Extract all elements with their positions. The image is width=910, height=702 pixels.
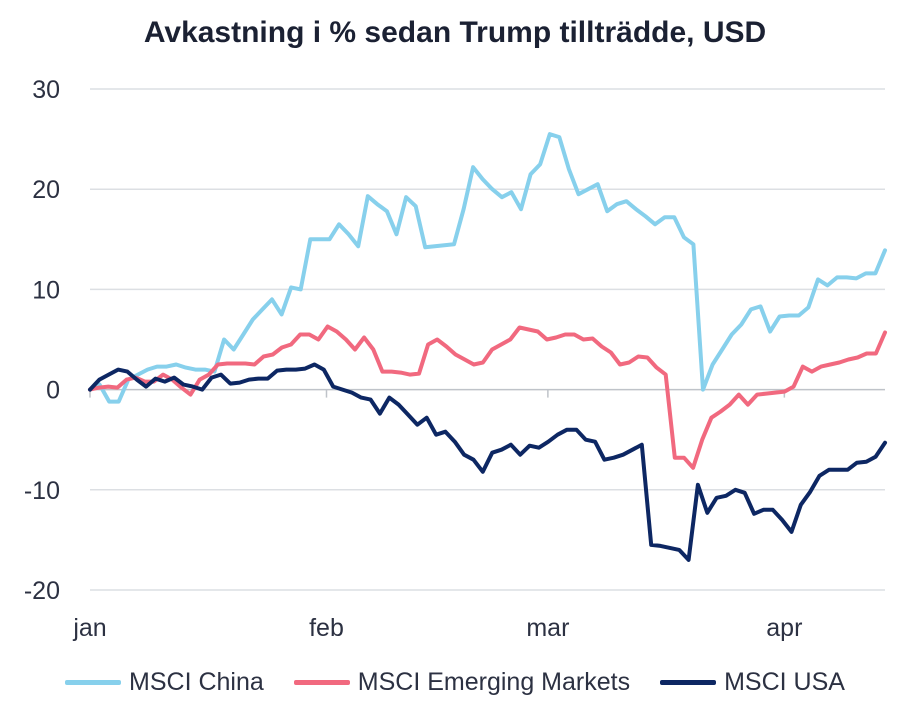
series-line-msci-usa xyxy=(88,362,887,562)
x-tick-label: feb xyxy=(309,614,344,642)
legend-item: MSCI China xyxy=(65,668,264,697)
y-tick-label: 20 xyxy=(32,176,60,204)
y-tick-label: 10 xyxy=(32,276,60,304)
x-tick-label: apr xyxy=(766,614,802,642)
legend-swatch xyxy=(65,680,122,685)
legend-label: MSCI USA xyxy=(724,668,845,696)
legend-label: MSCI Emerging Markets xyxy=(357,668,631,696)
chart-title: Avkastning i % sedan Trump tillträdde, U… xyxy=(143,16,767,49)
x-axis-ticks: jan feb mar apr xyxy=(72,389,802,642)
y-tick-label: 0 xyxy=(46,377,60,405)
x-tick-label: jan xyxy=(72,614,106,642)
x-tick-label: mar xyxy=(526,614,569,642)
legend-item: MSCI Emerging Markets xyxy=(293,668,631,697)
y-tick-label: 30 xyxy=(32,76,60,104)
y-tick-label: -10 xyxy=(24,477,60,505)
legend-label: MSCI China xyxy=(129,668,264,696)
series-line-msci-china xyxy=(88,132,887,404)
legend-swatch xyxy=(293,680,350,685)
legend-swatch xyxy=(660,680,717,685)
line-chart: 30 20 10 0 -10 -20 jan feb mar apr xyxy=(24,76,887,642)
legend: MSCI China MSCI Emerging Markets MSCI USA xyxy=(0,668,910,697)
y-axis-ticks: 30 20 10 0 -10 -20 xyxy=(24,76,60,605)
grid-lines xyxy=(90,88,885,591)
series-lines xyxy=(88,132,887,562)
y-tick-label: -20 xyxy=(24,577,60,605)
series-line-msci-emerging-markets xyxy=(88,324,887,470)
legend-item: MSCI USA xyxy=(660,668,845,697)
